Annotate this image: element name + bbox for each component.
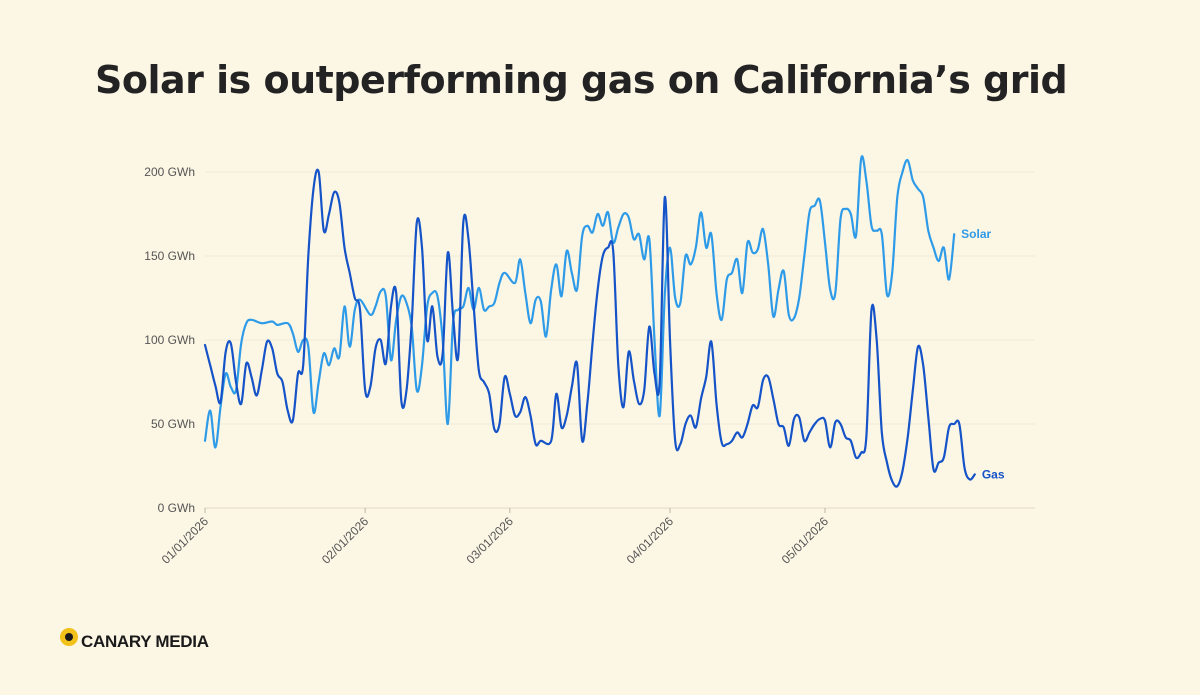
y-axis-ticks: 0 GWh 50 GWh 100 GWh 150 GWh 200 GWh	[144, 165, 195, 515]
y-tick-label: 150 GWh	[144, 249, 195, 263]
logo-text: CANARY MEDIA	[81, 631, 209, 651]
series-label-gas: Gas	[982, 467, 1005, 481]
x-tick-label: 02/01/2026	[319, 514, 372, 567]
y-tick-label: 0 GWh	[158, 501, 195, 515]
x-tick-label: 05/01/2026	[779, 514, 832, 567]
canary-logo-icon	[60, 628, 78, 646]
x-tick-label: 01/01/2026	[159, 514, 212, 567]
series-line-gas	[203, 168, 976, 488]
series-label-solar: Solar	[961, 227, 991, 241]
x-axis-ticks: 01/01/2026 02/01/2026 03/01/2026 04/01/2026…	[159, 508, 832, 567]
x-tick-label: 04/01/2026	[624, 514, 677, 567]
y-tick-label: 50 GWh	[151, 417, 195, 431]
series-labels: Solar Gas	[961, 227, 1005, 481]
series-line-solar	[203, 155, 956, 449]
x-tick-label: 03/01/2026	[464, 514, 517, 567]
gridlines	[205, 171, 1035, 509]
series-lines	[203, 155, 976, 488]
y-tick-label: 200 GWh	[144, 165, 195, 179]
canary-media-logo: CANARY MEDIA	[60, 626, 209, 651]
y-tick-label: 100 GWh	[144, 333, 195, 347]
chart-title: Solar is outperforming gas on California…	[95, 58, 1068, 102]
